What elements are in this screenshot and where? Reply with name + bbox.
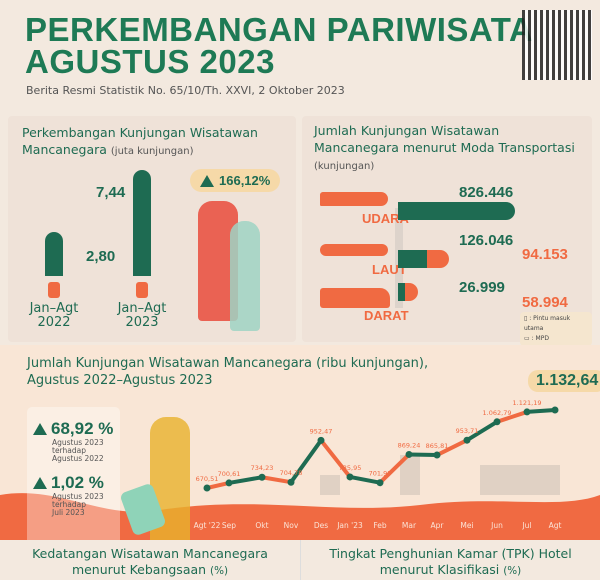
line-segment — [348, 474, 382, 485]
data-point — [225, 479, 233, 487]
data-label: 704,78 — [280, 469, 303, 477]
qr-code-icon[interactable] — [522, 10, 592, 80]
bar-laut — [398, 250, 449, 268]
data-label: 701,93 — [369, 470, 392, 478]
line-segment — [205, 480, 231, 490]
legend: ▯ : Pintu masuk utama ▭ : MPD — [520, 312, 592, 346]
triangle-up-icon — [200, 174, 214, 187]
data-point — [258, 473, 266, 481]
data-label: 953,71 — [456, 427, 479, 435]
line-segment — [465, 419, 499, 443]
panel-title: Jumlah Kunjungan Wisatawan Mancanegara me… — [314, 123, 575, 172]
satellite-phone-icon: ▭ — [524, 335, 530, 342]
ship-icon — [320, 244, 388, 256]
panel-visitor-growth: Perkembangan Kunjungan Wisatawan Mancane… — [8, 116, 296, 342]
data-point — [493, 418, 501, 426]
growth-badge: 166,12% — [190, 169, 281, 192]
line-segment — [289, 438, 323, 485]
triangle-up-icon — [33, 477, 47, 489]
data-point — [203, 484, 211, 492]
x-tick-label: Sep — [222, 521, 236, 530]
data-point — [405, 450, 413, 458]
data-point — [433, 451, 441, 459]
category-label: Jan–Agt 2022 — [29, 301, 79, 330]
airplane-icon — [320, 192, 388, 206]
line-segment — [435, 438, 469, 458]
line-segment — [378, 452, 411, 485]
data-point — [523, 408, 531, 416]
stats-box: 68,92 % Agustus 2023 terhadap Agustus 2022… — [27, 407, 120, 547]
bus-icon — [320, 288, 390, 308]
x-tick-label: Apr — [431, 521, 445, 530]
data-point — [463, 436, 471, 444]
panel-title: Perkembangan Kunjungan Wisatawan Mancane… — [22, 125, 258, 157]
value-main: 26.999 — [459, 279, 505, 296]
x-tick-label: Mar — [402, 521, 417, 530]
value-main: 126.046 — [459, 232, 514, 249]
bar-2022 — [45, 232, 63, 276]
x-tick-label: Jul — [521, 521, 531, 530]
nationality-title: Kedatangan Wisatawan Mancanegara menurut … — [32, 546, 268, 577]
line-segment — [319, 438, 352, 479]
data-point — [317, 436, 325, 444]
bar-2023 — [133, 170, 151, 276]
data-label: 1.062,79 — [483, 409, 512, 417]
data-label: 670,51 — [196, 475, 219, 483]
x-tick-label: Okt — [255, 521, 268, 530]
latest-value-badge: 1.132,64 — [528, 370, 600, 392]
line-segment — [227, 475, 264, 485]
line-segment — [525, 408, 557, 414]
page-title: PERKEMBANGAN PARIWISATA AGUSTUS 2023 — [25, 11, 534, 80]
data-label: 869,24 — [398, 441, 421, 449]
line-segment — [260, 475, 293, 485]
line-segment — [407, 452, 439, 458]
data-point — [346, 473, 354, 481]
bar-value: 2,80 — [86, 248, 116, 265]
line-chart: 670,51 Agt '22 700,61 Sep 734,23 Okt 704,78 Nov… — [194, 399, 562, 530]
x-tick-label: Des — [314, 521, 328, 530]
triangle-up-icon — [33, 423, 47, 435]
tourist-illustration — [230, 221, 260, 331]
data-point — [376, 479, 384, 487]
x-tick-label: Mei — [460, 521, 473, 530]
x-tick-label: Jan '23 — [336, 521, 363, 530]
data-point — [287, 478, 295, 486]
data-label: 735,95 — [339, 464, 362, 472]
data-label: 734,23 — [251, 464, 274, 472]
mode-label: DARAT — [364, 308, 409, 323]
line-title: Jumlah Kunjungan Wisatawan Mancanegara (… — [27, 356, 429, 388]
gate-icon: ▯ — [524, 315, 528, 322]
hotel-occupancy-title: Tingkat Penghunian Kamar (TPK) Hotel menu… — [300, 540, 600, 580]
x-tick-label: Jun — [490, 521, 503, 530]
subtitle: Berita Resmi Statistik No. 65/10/Th. XXV… — [26, 84, 345, 97]
data-label: 865,81 — [426, 442, 449, 450]
bar-value: 7,44 — [96, 184, 126, 201]
bottom-section: Kedatangan Wisatawan Mancanegara menurut … — [0, 540, 600, 580]
suitcase-icon — [48, 282, 60, 298]
panel-transport-mode: Jumlah Kunjungan Wisatawan Mancanegara me… — [302, 116, 592, 346]
x-tick-label: Nov — [284, 521, 299, 530]
value-mpd: 94.153 — [522, 246, 568, 263]
bar-udara — [398, 202, 515, 220]
value-main: 826.446 — [459, 184, 514, 201]
x-tick-label: Feb — [373, 521, 387, 530]
mode-label: UDARA — [362, 211, 409, 226]
data-label: 952,47 — [310, 427, 333, 435]
suitcase-icon — [136, 282, 148, 298]
bar-darat — [398, 283, 418, 301]
x-tick-label: Agt '22 — [194, 521, 221, 530]
data-label: 700,61 — [218, 470, 241, 478]
line-section: Jumlah Kunjungan Wisatawan Mancanegara (… — [0, 345, 600, 547]
line-segment — [495, 409, 529, 424]
data-point — [551, 406, 559, 414]
data-label: 1.121,19 — [513, 399, 542, 407]
x-tick-label: Agt — [549, 521, 562, 530]
category-label: Jan–Agt 2023 — [117, 301, 167, 330]
value-mpd: 58.994 — [522, 294, 568, 311]
